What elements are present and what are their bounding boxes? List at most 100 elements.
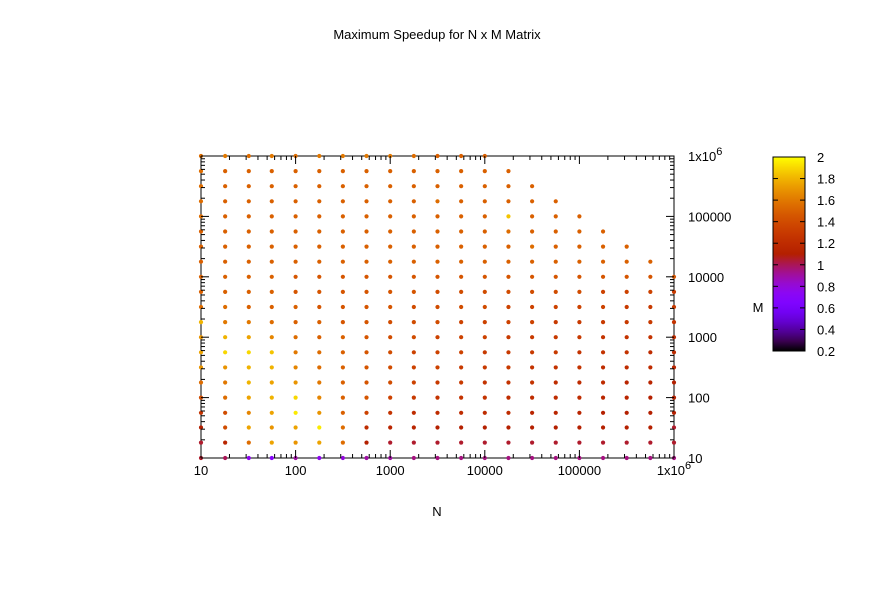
data-point <box>577 304 582 310</box>
data-point <box>530 335 535 340</box>
data-point <box>671 440 677 445</box>
data-point <box>482 184 487 189</box>
data-point <box>600 320 606 325</box>
colorbar-fill <box>773 157 805 351</box>
data-point <box>246 320 251 325</box>
data-point <box>553 410 558 415</box>
data-point <box>411 380 416 385</box>
data-point <box>577 320 582 325</box>
data-point <box>223 395 228 400</box>
data-point <box>223 274 228 279</box>
colorbar-tick-label: 0.2 <box>817 344 835 359</box>
data-point <box>435 425 440 430</box>
colorbar-tick-label: 0.6 <box>817 301 835 316</box>
data-point <box>198 410 204 415</box>
data-point <box>577 395 582 400</box>
data-point <box>459 425 464 430</box>
data-point <box>506 244 511 249</box>
data-point <box>293 320 298 325</box>
data-point <box>553 259 558 264</box>
data-point <box>317 320 322 325</box>
colorbar-tick-label: 0.8 <box>817 279 835 294</box>
data-point <box>364 153 369 159</box>
data-point <box>340 169 345 174</box>
data-point <box>317 380 322 385</box>
data-point <box>624 259 629 264</box>
data-point <box>223 335 228 340</box>
data-point <box>246 229 251 234</box>
data-point <box>269 153 274 159</box>
colorbar-tick-label: 1.4 <box>817 215 835 230</box>
data-point <box>459 184 464 189</box>
data-point <box>600 289 606 295</box>
data-point <box>317 395 322 400</box>
data-point <box>388 425 393 430</box>
data-point <box>198 169 204 174</box>
data-point <box>435 335 440 340</box>
data-point <box>223 350 228 355</box>
data-point <box>411 410 416 415</box>
x-tick-label: 100000 <box>558 463 601 478</box>
data-point <box>388 289 393 295</box>
data-point <box>269 425 274 430</box>
data-point <box>600 304 606 310</box>
data-point <box>530 440 535 445</box>
data-point <box>577 440 582 445</box>
colorbar-border <box>772 156 806 352</box>
data-point <box>198 350 204 355</box>
colorbar-tick-label: 1.8 <box>817 172 835 187</box>
data-point <box>223 380 228 385</box>
data-point <box>246 274 251 279</box>
data-point <box>435 199 440 204</box>
data-point <box>459 169 464 174</box>
data-point <box>506 410 511 415</box>
data-point <box>553 199 558 204</box>
data-point <box>269 259 274 264</box>
data-point <box>388 169 393 174</box>
data-point <box>671 320 677 325</box>
data-point <box>435 455 440 461</box>
data-point <box>482 425 487 430</box>
data-point <box>198 440 204 445</box>
data-point <box>317 229 322 234</box>
data-point <box>553 455 558 461</box>
data-point <box>577 410 582 415</box>
data-point <box>223 289 228 295</box>
data-point <box>506 259 511 264</box>
data-point <box>530 320 535 325</box>
data-point <box>459 365 464 370</box>
data-point <box>624 350 629 355</box>
data-point <box>435 395 440 400</box>
data-point <box>530 350 535 355</box>
x-axis-label: N <box>432 504 441 519</box>
data-point <box>293 395 298 400</box>
data-point <box>648 395 653 400</box>
data-point <box>577 335 582 340</box>
data-point <box>577 214 582 219</box>
data-point <box>388 184 393 189</box>
data-point <box>388 410 393 415</box>
data-point <box>624 455 629 461</box>
data-point <box>364 184 369 189</box>
data-point <box>530 259 535 264</box>
data-point <box>553 289 558 295</box>
data-point <box>553 365 558 370</box>
data-point <box>340 410 345 415</box>
data-point <box>317 365 322 370</box>
data-point <box>246 335 251 340</box>
data-point <box>648 304 653 310</box>
data-point <box>198 229 204 234</box>
data-point <box>530 365 535 370</box>
data-point <box>223 320 228 325</box>
data-point <box>388 304 393 310</box>
data-point <box>553 244 558 249</box>
chart-title: Maximum Speedup for N x M Matrix <box>333 27 541 42</box>
data-point <box>648 274 653 279</box>
data-point <box>364 244 369 249</box>
data-point <box>269 320 274 325</box>
data-point <box>340 395 345 400</box>
data-point <box>624 244 629 249</box>
data-point <box>411 244 416 249</box>
data-point <box>246 395 251 400</box>
data-point <box>317 350 322 355</box>
